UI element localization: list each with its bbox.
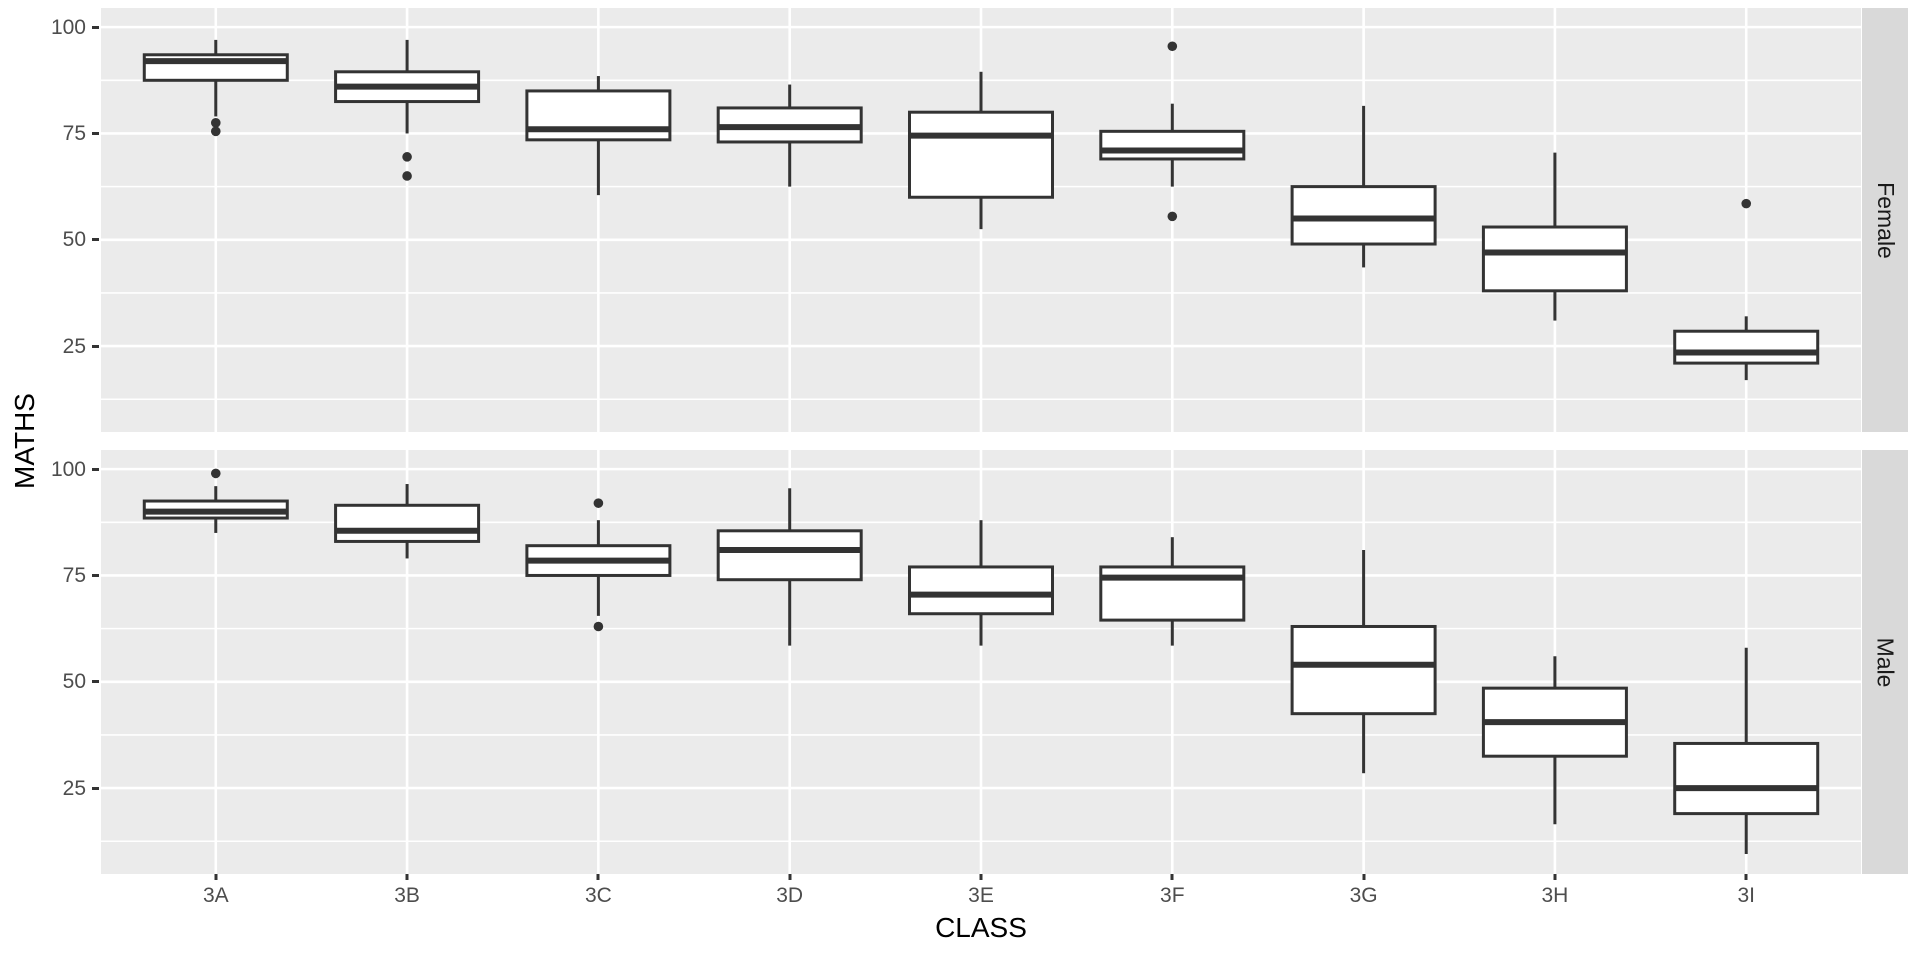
- boxplot-3H-female: [1481, 152, 1628, 321]
- facet-strip-male: Male: [1862, 450, 1908, 874]
- x-tick-label-3H: 3H: [1541, 884, 1569, 907]
- x-tick-mark: [1744, 874, 1748, 880]
- boxplot-3F-female: [1099, 41, 1246, 222]
- facet-panel-female: [101, 8, 1861, 432]
- iqr-box: [1673, 741, 1820, 816]
- x-tick-label-3E: 3E: [968, 884, 994, 907]
- iqr-box: [1481, 225, 1628, 293]
- boxplot-3H-male: [1481, 656, 1628, 825]
- x-tick-mark: [1362, 874, 1366, 880]
- y-tick-mark: [92, 131, 99, 135]
- y-tick-label: 100: [50, 457, 86, 481]
- x-tick-label-3D: 3D: [776, 884, 804, 907]
- y-tick-mark: [92, 344, 99, 348]
- iqr-box: [1290, 624, 1437, 716]
- x-tick-mark: [214, 874, 218, 880]
- facet-strip-female-label: Female: [1872, 181, 1899, 259]
- boxplot-3G-male: [1290, 549, 1437, 774]
- facet-strip-male-label: Male: [1872, 637, 1899, 687]
- boxplot-3B-male: [334, 484, 481, 559]
- y-tick-label: 25: [62, 776, 86, 800]
- boxplot-3D-female: [716, 84, 863, 187]
- iqr-box: [908, 110, 1054, 199]
- outlier-point: [593, 498, 604, 508]
- y-tick-mark: [92, 25, 99, 29]
- iqr-box: [525, 89, 672, 142]
- boxplot-3A-male: [142, 468, 289, 533]
- outlier-point: [210, 468, 221, 479]
- iqr-box: [716, 529, 863, 582]
- panel-canvas-female: [101, 8, 1861, 432]
- y-tick-label: 50: [62, 228, 86, 252]
- outlier-point: [1741, 198, 1752, 209]
- facet-panel-male: [101, 450, 1861, 874]
- x-tick-label-3I: 3I: [1737, 884, 1755, 907]
- y-tick-label: 100: [50, 15, 86, 39]
- x-tick-mark: [979, 874, 983, 880]
- x-tick-label-3A: 3A: [202, 884, 229, 907]
- x-tick-mark: [405, 874, 409, 880]
- boxplot-3I-female: [1673, 198, 1820, 381]
- boxplot-3C-female: [525, 76, 672, 196]
- panel-canvas-male: [101, 450, 1861, 874]
- boxplot-3I-male: [1673, 647, 1820, 855]
- x-tick-label-3G: 3G: [1349, 884, 1378, 907]
- iqr-box: [1099, 129, 1246, 161]
- outlier-point: [402, 171, 412, 181]
- outlier-point: [210, 118, 221, 128]
- iqr-box: [334, 503, 481, 543]
- x-tick-label-3C: 3C: [584, 884, 612, 907]
- y-tick-label: 50: [62, 670, 86, 694]
- boxplot-3B-female: [334, 39, 481, 181]
- y-tick-mark: [92, 238, 99, 242]
- boxplot-3G-female: [1290, 105, 1437, 268]
- boxplot-3D-male: [716, 488, 863, 646]
- boxplot-3A-female: [142, 39, 289, 137]
- iqr-box: [1290, 185, 1437, 246]
- x-tick-label-3B: 3B: [394, 884, 420, 907]
- y-tick-mark: [92, 467, 99, 471]
- y-tick-label: 25: [62, 334, 86, 358]
- boxplot-3E-female: [908, 71, 1054, 230]
- x-tick-mark: [788, 874, 792, 880]
- y-tick-mark: [92, 573, 99, 577]
- y-tick-mark: [92, 680, 99, 684]
- facet-strip-female: Female: [1862, 8, 1908, 432]
- x-tick-mark: [1170, 874, 1174, 880]
- x-axis-title: CLASS: [935, 912, 1027, 943]
- boxplot-3E-male: [908, 520, 1054, 646]
- y-tick-mark: [92, 786, 99, 790]
- iqr-box: [908, 565, 1054, 616]
- iqr-box: [1673, 329, 1820, 365]
- y-tick-label: 75: [62, 563, 86, 587]
- outlier-point: [1167, 211, 1178, 222]
- x-tick-mark: [1553, 874, 1557, 880]
- boxplot-3F-male: [1099, 537, 1246, 646]
- x-tick-label-3F: 3F: [1160, 884, 1185, 907]
- boxplot-3C-male: [525, 498, 672, 632]
- y-tick-label: 75: [62, 121, 86, 145]
- x-tick-mark: [596, 874, 600, 880]
- outlier-point: [402, 152, 412, 162]
- outlier-point: [210, 126, 221, 137]
- outlier-point: [593, 621, 604, 632]
- outlier-point: [1167, 41, 1178, 52]
